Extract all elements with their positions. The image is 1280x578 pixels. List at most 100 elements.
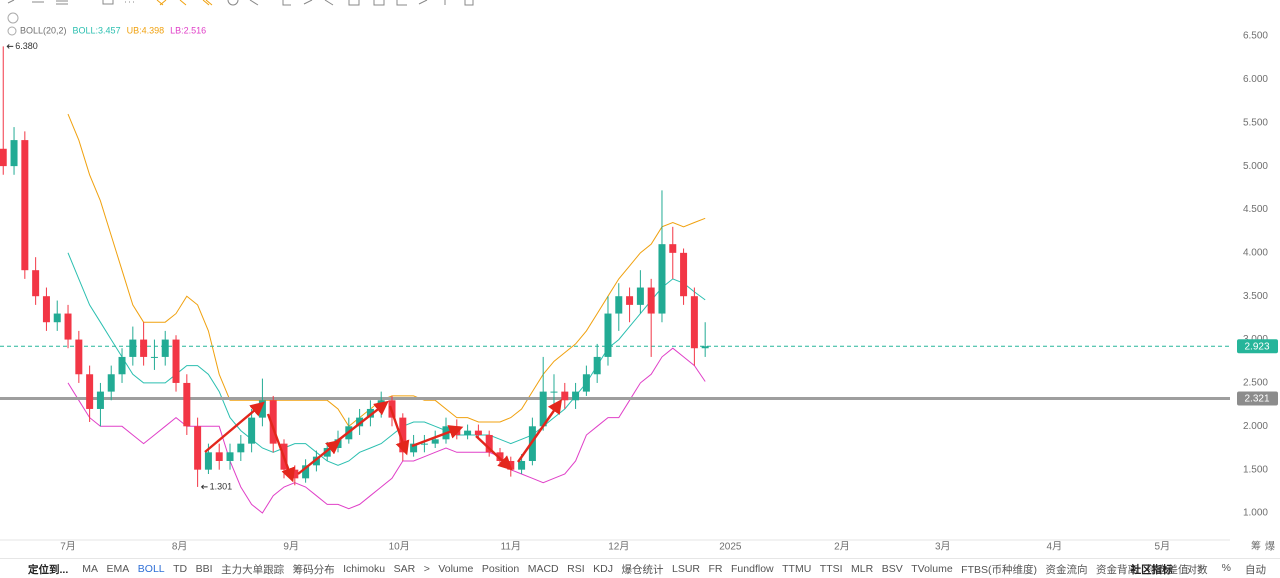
candle-body (161, 339, 169, 357)
tool-icon[interactable] (303, 0, 313, 5)
arrow[interactable] (266, 413, 296, 483)
tool-icon[interactable] (7, 0, 15, 4)
indicator-tab[interactable]: TVolume (911, 563, 953, 575)
arrow[interactable] (475, 435, 513, 471)
y-tick-label: 6.500 (1243, 31, 1268, 42)
indicator-tab[interactable]: MLR (851, 563, 874, 575)
visibility-icon[interactable] (7, 26, 17, 36)
tool-icon[interactable] (373, 0, 385, 6)
candle-body (485, 434, 493, 453)
bar-option[interactable]: 社区指标 (1130, 564, 1173, 576)
candle-body (690, 296, 698, 349)
arrow[interactable] (411, 425, 464, 448)
tool-icon[interactable] (227, 0, 239, 6)
annotation-label: 6.380 (15, 41, 38, 51)
price-badge-label: 2.923 (1244, 341, 1269, 352)
locate-button[interactable]: 定位到... (28, 563, 69, 576)
indicator-tab[interactable]: Position (481, 563, 520, 575)
arrow[interactable] (297, 439, 341, 475)
tool-icon[interactable] (179, 0, 187, 6)
trend-arrows (204, 399, 563, 483)
bar-option[interactable]: 自动 (1245, 564, 1266, 576)
indicator-tab[interactable]: KDJ (593, 563, 613, 575)
arrow[interactable] (335, 400, 389, 443)
indicator-tab[interactable]: 爆仓统计 (621, 563, 664, 576)
bar-option[interactable]: 对数 (1186, 564, 1208, 576)
candle-body (615, 296, 623, 314)
candle-body (0, 148, 7, 167)
top-toolbar (7, 0, 474, 6)
tool-icon[interactable] (56, 0, 68, 5)
legend-entry: UB:4.398 (127, 25, 165, 35)
candle-body (140, 339, 148, 357)
candle-body (269, 400, 277, 444)
indicator-tab[interactable]: MA (82, 563, 99, 575)
tool-icon[interactable] (282, 0, 291, 6)
x-tick-label: 12月 (608, 541, 629, 553)
indicator-tab[interactable]: SAR (393, 563, 416, 575)
candle-body (366, 408, 374, 418)
candle-body (53, 313, 61, 323)
indicator-tab[interactable]: Ichimoku (343, 563, 386, 575)
indicator-tab[interactable]: MACD (527, 563, 559, 575)
y-tick-label: 1.000 (1243, 508, 1268, 519)
arrow[interactable] (204, 401, 265, 453)
arrow[interactable] (388, 405, 410, 456)
arrow[interactable] (517, 399, 563, 463)
axis-corner-label: 爆 (1265, 541, 1275, 553)
bar-option[interactable]: % (1221, 562, 1231, 574)
candle-body (431, 439, 439, 444)
candle-body (96, 391, 104, 409)
indicator-tab[interactable]: BOLL (137, 563, 165, 575)
x-tick-label: 9月 (283, 541, 299, 553)
tool-icon[interactable] (102, 0, 114, 5)
indicator-tab[interactable]: BBI (195, 563, 213, 575)
indicator-tab[interactable]: > (1197, 563, 1204, 575)
tool-icon[interactable] (249, 0, 259, 6)
indicator-tab[interactable]: FTBS(币种维度) (961, 563, 1037, 576)
candle-body (150, 356, 158, 358)
band-line (67, 252, 706, 466)
y-tick-label: 2.000 (1243, 421, 1268, 432)
candle-body (172, 339, 180, 383)
settings-icon[interactable] (7, 12, 19, 24)
candle-body (410, 443, 418, 453)
indicator-tab[interactable]: 筹码分布 (292, 563, 335, 576)
indicator-tab[interactable]: EMA (106, 563, 130, 575)
y-tick-label: 3.500 (1243, 291, 1268, 302)
tool-icon[interactable] (418, 0, 428, 5)
tool-icon[interactable] (156, 0, 167, 6)
indicator-tab[interactable]: > (423, 563, 430, 575)
tool-icon[interactable] (324, 0, 334, 6)
candle-body (237, 443, 245, 453)
indicator-tab[interactable]: 主力大单跟踪 (221, 563, 285, 576)
tool-icon[interactable] (202, 0, 213, 6)
indicator-tab[interactable]: TD (173, 563, 188, 575)
indicator-tab[interactable]: TTSI (819, 563, 843, 575)
candle-body (636, 287, 644, 305)
indicator-tab[interactable]: RSI (567, 563, 585, 575)
indicator-tab[interactable]: 资金流向 (1045, 563, 1088, 576)
indicator-tab[interactable]: 持仓差值 (1146, 563, 1189, 576)
x-tick-label: 8月 (172, 541, 188, 553)
indicator-tab[interactable]: Fundflow (731, 563, 774, 575)
indicator-tab[interactable]: LSUR (672, 563, 701, 575)
x-tick-label: 10月 (389, 541, 410, 553)
indicator-tab[interactable]: 资金背离 (1096, 563, 1138, 576)
candle-body (701, 346, 709, 349)
tool-icon[interactable] (464, 0, 474, 6)
y-tick-label: 2.500 (1243, 378, 1268, 389)
indicator-tab[interactable]: FR (708, 563, 723, 575)
indicator-label: BOLL(20,2) (20, 25, 67, 35)
tool-icon[interactable] (396, 0, 407, 6)
candle-body (64, 313, 72, 340)
bar-right: 社区指标 对数% 自动 (1131, 562, 1280, 577)
indicator-tab[interactable]: BSV (881, 563, 903, 575)
candle-body (399, 417, 407, 453)
tool-icon[interactable] (348, 0, 360, 6)
candle-body (420, 443, 428, 445)
indicator-tab[interactable]: Volume (438, 563, 474, 575)
indicator-tab[interactable]: TTMU (782, 563, 812, 575)
candle-body (10, 140, 18, 167)
